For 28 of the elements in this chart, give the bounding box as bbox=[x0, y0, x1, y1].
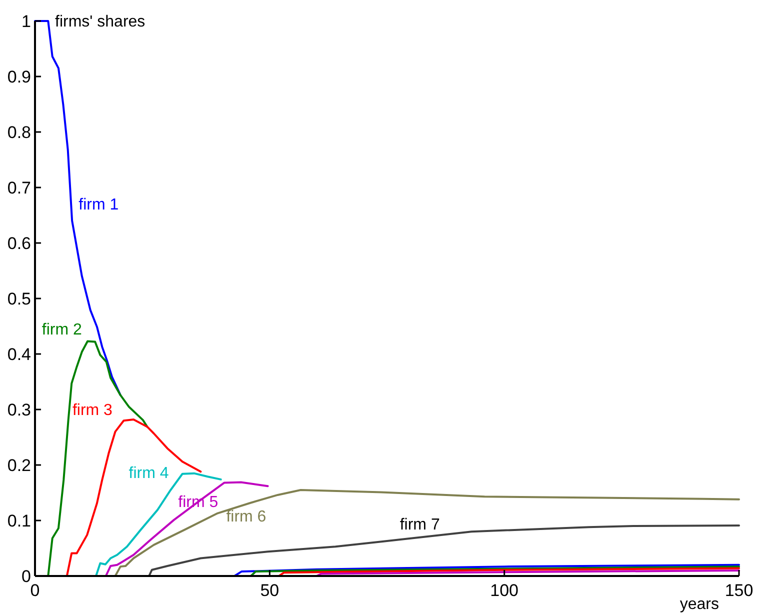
line-series bbox=[233, 564, 740, 577]
y-tick-label: 0.5 bbox=[7, 289, 31, 308]
line-series bbox=[114, 488, 740, 577]
line-series bbox=[250, 566, 740, 577]
y-tick-label: 1 bbox=[22, 12, 31, 31]
series-label: firm 4 bbox=[128, 464, 169, 482]
x-tick-label: 50 bbox=[260, 581, 280, 600]
line-series bbox=[66, 418, 202, 577]
y-tick-label: 0.6 bbox=[7, 234, 31, 253]
series-label: firm 7 bbox=[400, 516, 440, 534]
line-series bbox=[278, 567, 740, 577]
series-label: firm 3 bbox=[72, 402, 113, 420]
y-tick-label: 0.4 bbox=[7, 344, 31, 364]
line-series bbox=[104, 481, 269, 577]
y-tick-label: 0.2 bbox=[7, 456, 31, 475]
y-tick-label: 0.3 bbox=[7, 400, 31, 420]
y-tick-label: 0.8 bbox=[7, 122, 31, 142]
y-axis-title: firms' shares bbox=[55, 14, 146, 31]
x-tick-label: 100 bbox=[490, 581, 519, 600]
x-tick-label: 150 bbox=[724, 581, 754, 600]
x-axis-title: years bbox=[680, 596, 719, 613]
series-label: firm 2 bbox=[42, 322, 82, 339]
y-tick-label: 0.1 bbox=[7, 511, 31, 530]
y-tick-label: 0 bbox=[22, 566, 31, 586]
y-tick-label: 0.7 bbox=[7, 178, 31, 198]
series-label: firm 6 bbox=[226, 508, 266, 526]
series-label: firm 1 bbox=[78, 196, 119, 214]
y-tick-label: 0.9 bbox=[7, 67, 31, 86]
